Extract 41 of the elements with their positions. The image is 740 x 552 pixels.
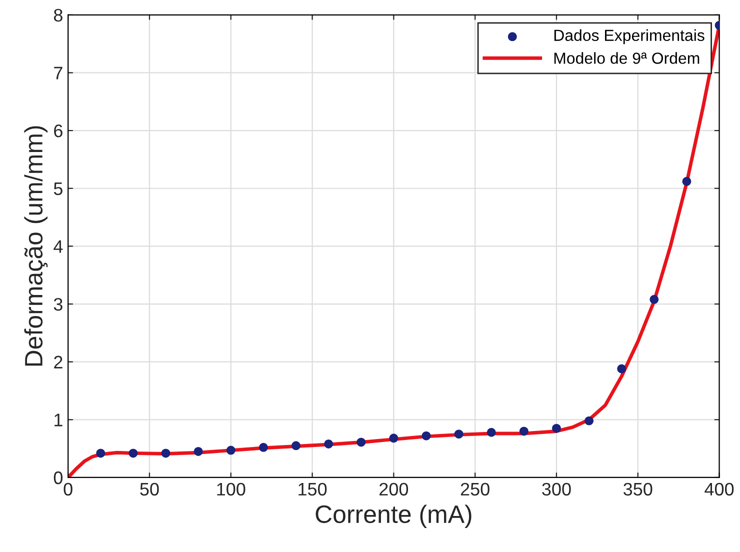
point — [324, 439, 334, 448]
x-axis-title: Corrente (mA) — [316, 504, 472, 528]
x-tick-label: 100 — [217, 482, 246, 496]
point — [617, 364, 626, 374]
y-tick-label: 8 — [54, 8, 62, 22]
point — [650, 294, 659, 304]
x-tick-label: 200 — [380, 482, 408, 496]
x-tick-label: 350 — [624, 482, 652, 496]
y-axis-title: Deformação (um/mm) — [24, 126, 48, 366]
y-tick-label: 7 — [54, 66, 62, 80]
y-tick-label: 2 — [54, 356, 62, 368]
x-tick-label: 0 — [64, 482, 72, 496]
point — [584, 416, 594, 426]
y-tick-label: 5 — [54, 182, 62, 196]
point — [552, 424, 561, 433]
y-tick-label: 6 — [54, 124, 62, 138]
point — [226, 446, 236, 455]
point — [682, 176, 692, 186]
x-tick-label: 250 — [460, 482, 490, 496]
x-tick-label: 150 — [298, 482, 327, 496]
point — [258, 442, 268, 452]
point — [161, 448, 170, 458]
point — [389, 434, 398, 443]
y-tick-label: 3 — [54, 298, 62, 311]
legend-label: Dados Experimentais — [554, 29, 704, 44]
x-tick-label: 400 — [704, 482, 734, 496]
y-tick-label: 1 — [54, 414, 62, 426]
point — [486, 428, 496, 437]
point — [519, 426, 528, 436]
point — [128, 448, 138, 458]
point — [96, 448, 106, 458]
x-tick-label: 50 — [140, 482, 159, 496]
x-tick-label: 300 — [542, 482, 571, 496]
legend-label: Modelo de 9ª Ordem — [554, 52, 700, 64]
point — [422, 431, 431, 440]
y-tick-label: 0 — [54, 471, 63, 484]
point — [454, 430, 464, 439]
y-tick-label: 4 — [54, 240, 63, 253]
point — [194, 446, 203, 456]
point — [356, 438, 366, 447]
point — [292, 441, 300, 450]
